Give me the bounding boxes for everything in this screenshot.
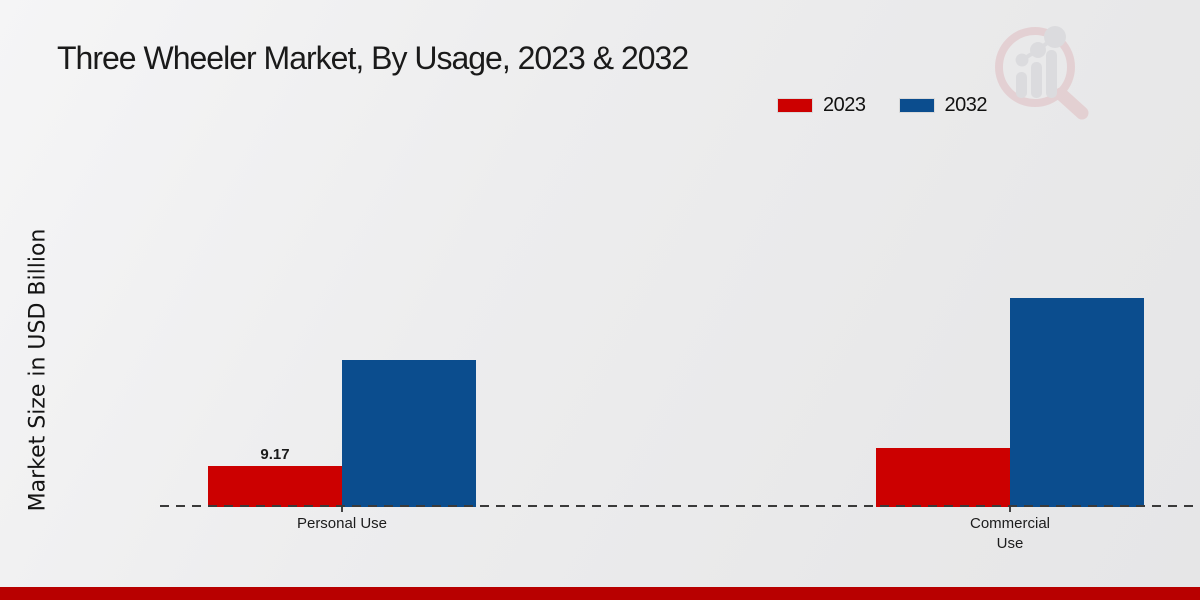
bar-2023-commercial-use — [876, 448, 1010, 507]
legend-swatch-2032 — [899, 99, 934, 112]
x-axis-tick-commercial-use — [1009, 507, 1011, 512]
category-label-personal-use: Personal Use — [296, 515, 388, 532]
bar-2023-personal-use — [208, 466, 342, 507]
legend-item-2023: 2023 — [778, 94, 866, 117]
footer-accent-strip — [0, 587, 1200, 600]
category-label-commercial-use: Commercial Use — [969, 515, 1050, 552]
legend-swatch-2023 — [778, 99, 812, 112]
bar-2032-personal-use — [342, 360, 476, 507]
x-axis-baseline — [160, 505, 1194, 507]
bar-chart-magnifier-watermark-icon — [995, 26, 1089, 120]
legend-item-2032: 2032 — [899, 94, 988, 117]
bar-value-label-2023-personal-use: 9.17 — [260, 446, 290, 463]
chart-title: Three Wheeler Market, By Usage, 2023 & 2… — [57, 40, 689, 76]
x-axis-tick-personal-use — [341, 507, 343, 512]
legend-label-2032: 2032 — [944, 94, 988, 116]
legend: 2023 2032 — [778, 94, 987, 117]
y-axis-label: Market Size in USD Billion — [25, 228, 51, 512]
bar-2032-commercial-use — [1010, 298, 1144, 507]
legend-label-2023: 2023 — [823, 94, 866, 116]
